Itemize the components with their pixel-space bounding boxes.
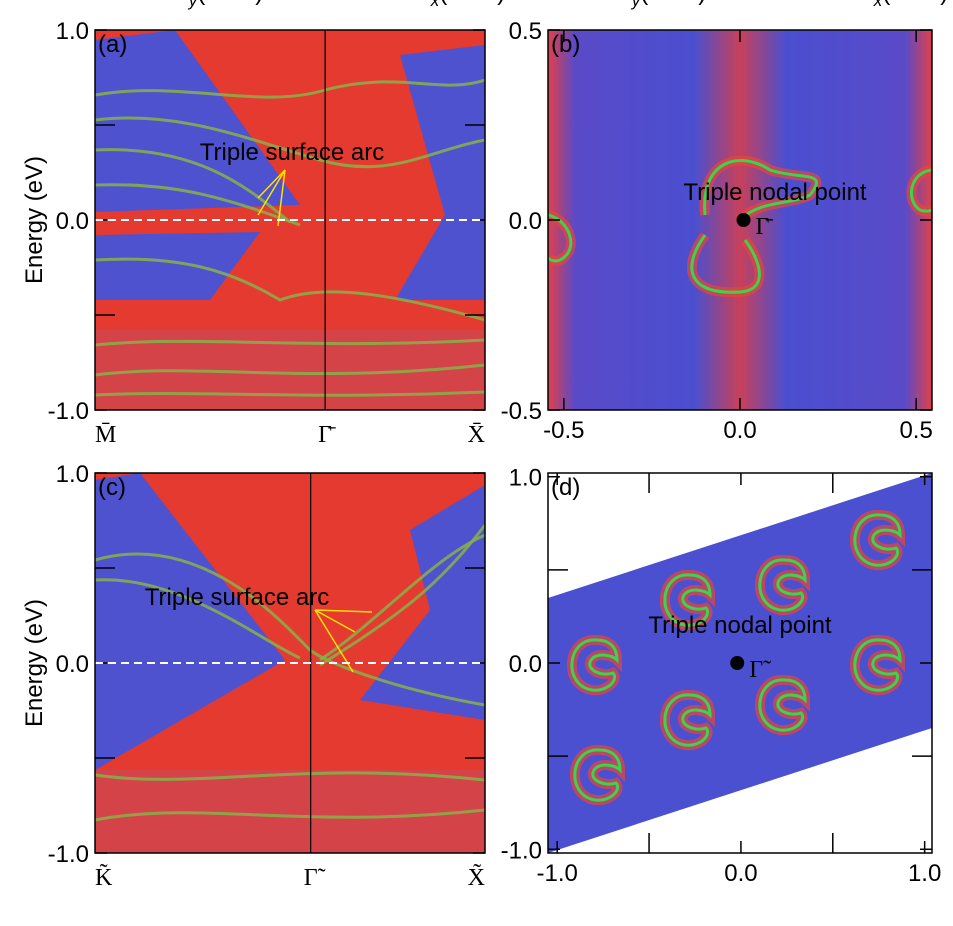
x-category-label: Γ̄ <box>318 422 336 448</box>
axis-title: ky(2π/a) <box>620 0 706 10</box>
axis-unit: (2π/a) <box>197 0 263 6</box>
axis-title: Energy (eV) <box>21 599 48 727</box>
axis-symbol: k <box>177 0 191 6</box>
axis-symbol: k <box>620 0 634 6</box>
x-category-label: M̄ <box>95 422 116 448</box>
node-label: Γ̄ <box>756 214 774 240</box>
axis-unit: (2π/a) <box>439 0 505 6</box>
y-tick-label: 0.0 <box>509 651 542 678</box>
y-tick-label: 1.0 <box>56 18 89 45</box>
x-category-label: X̃ <box>468 863 485 891</box>
axis-title: Energy (eV) <box>21 156 48 284</box>
y-tick-label: -0.5 <box>501 398 542 425</box>
annotation: Triple surface arc <box>145 584 330 611</box>
y-tick-label: 1.0 <box>56 461 89 488</box>
plot-frame <box>547 472 933 854</box>
x-tick-label: 0.0 <box>724 860 757 887</box>
axis-subscript: x <box>430 0 440 10</box>
annotation: Triple nodal point <box>683 179 867 206</box>
y-tick-label: -1.0 <box>501 837 542 864</box>
panel-label: (b) <box>551 31 580 58</box>
y-tick-label: -1.0 <box>48 841 89 868</box>
y-tick-label: 1.0 <box>509 465 542 492</box>
axis-unit: (2π/a) <box>882 0 948 6</box>
y-tick-label: 0.5 <box>509 18 542 45</box>
panel-label: (a) <box>98 31 127 58</box>
panel-label: (d) <box>551 474 580 501</box>
y-tick-label: 0.0 <box>56 651 89 678</box>
plot-frame <box>94 472 486 854</box>
plot-frame <box>94 29 486 411</box>
axis-title: kx(2π/a) <box>419 0 505 10</box>
x-tick-label: 1.0 <box>908 860 941 887</box>
annotation: Triple surface arc <box>200 139 385 166</box>
axis-subscript: y <box>631 0 642 10</box>
y-tick-label: 0.0 <box>56 208 89 235</box>
nodal-point <box>730 656 745 670</box>
axis-title: kx(2π/a) <box>862 0 948 10</box>
x-tick-label: -1.0 <box>537 860 578 887</box>
x-category-label: Γ̃ <box>304 865 326 891</box>
y-tick-label: -1.0 <box>48 398 89 425</box>
x-category-label: K̃ <box>95 863 113 891</box>
axis-symbol: k <box>419 0 433 6</box>
nodal-point <box>736 213 751 227</box>
annotation-arrows <box>257 169 373 673</box>
annotation: Triple nodal point <box>648 612 832 639</box>
x-tick-label: -0.5 <box>543 417 584 444</box>
panel-label: (c) <box>98 474 126 501</box>
plot-frame <box>547 29 933 411</box>
x-category-label: X̄ <box>468 422 485 448</box>
x-tick-label: 0.0 <box>723 417 756 444</box>
axis-symbol: k <box>862 0 876 6</box>
axis-subscript: x <box>873 0 883 10</box>
y-tick-label: 0.0 <box>509 208 542 235</box>
axis-title: ky(2π/a) <box>177 0 263 10</box>
axis-subscript: y <box>188 0 199 10</box>
axis-unit: (2π/a) <box>640 0 706 6</box>
x-tick-label: 0.5 <box>899 417 932 444</box>
